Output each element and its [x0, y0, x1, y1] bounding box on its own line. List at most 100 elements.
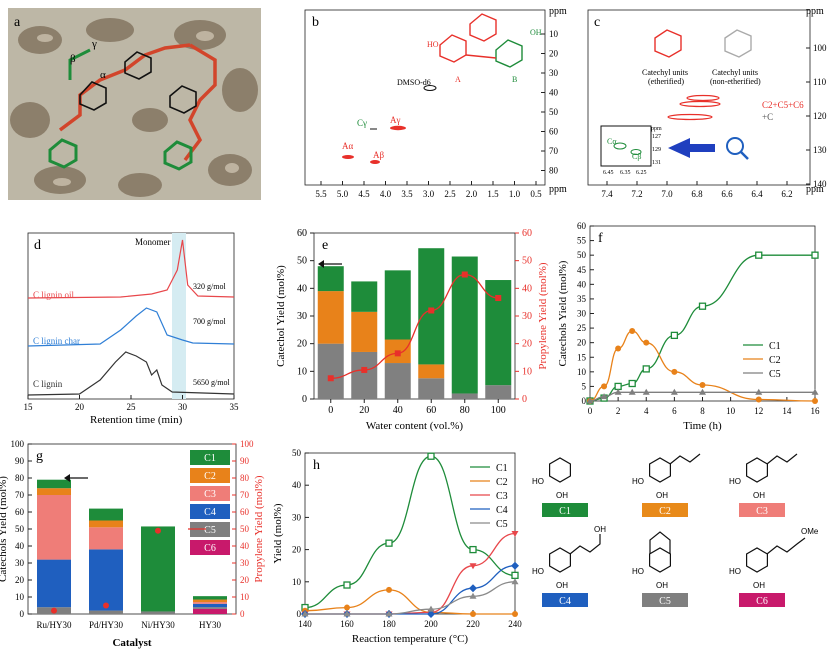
- ho-label: HO: [729, 477, 741, 486]
- non-etherified-label-1: Catechyl units: [712, 68, 758, 77]
- lignin-structure: [48, 43, 217, 171]
- g-ytick-label: 50: [15, 524, 25, 534]
- bar-c1: [141, 526, 175, 612]
- e-y2tick-label: 60: [522, 228, 532, 239]
- bar-c5: [384, 363, 411, 399]
- panel-d-letter: d: [34, 238, 41, 253]
- chroman-ring: [649, 531, 671, 554]
- point-c2: [512, 611, 518, 617]
- ytick-label: 45: [577, 265, 587, 275]
- g-y2tick-label: 70: [240, 490, 250, 500]
- trace-mw: 700 g/mol: [193, 317, 226, 326]
- dmso-label: DMSO-d6: [397, 78, 431, 87]
- panel-c-frame: [587, 9, 811, 186]
- b-xtick-label: 5.5: [315, 189, 327, 199]
- point-c1: [343, 581, 351, 589]
- legend-swatch: [190, 522, 230, 537]
- point-c3: [511, 531, 519, 537]
- inset-xtick-2: 6.35: [620, 170, 631, 176]
- product-structures: HO OH C1 HO OH C2 HO OH C3 HO OH OH C4 HO OH C5 HO OH OMe C…: [532, 453, 819, 607]
- point-c2: [629, 328, 636, 334]
- panel-d-frame: [27, 232, 235, 400]
- xtick-label: 10: [726, 406, 736, 416]
- ab-peak: [370, 160, 380, 164]
- ho-label: HO: [532, 477, 544, 486]
- legend-swatch: [190, 468, 230, 483]
- point-c1: [614, 382, 622, 391]
- d-xtick-label: 30: [178, 402, 188, 412]
- propylene-point: [51, 607, 57, 614]
- etherified-ring: [654, 29, 682, 58]
- xtick-label: 220: [466, 619, 480, 629]
- panel-g-letter: g: [36, 449, 43, 464]
- point-c2: [755, 396, 762, 403]
- d-xtick-label: 20: [75, 402, 85, 412]
- inset-xtick-3: 6.25: [636, 170, 647, 176]
- c-xtick-label: 7.2: [631, 189, 642, 199]
- label-box-c6: [739, 593, 785, 607]
- panel-d-xlabel: Retention time (min): [90, 414, 183, 426]
- g-ytick-label: 90: [15, 456, 25, 466]
- benzene-ring: [745, 547, 769, 573]
- legend-label: C4: [496, 505, 508, 516]
- g-xlabel: Catalyst: [112, 637, 151, 649]
- bar-c2: [89, 520, 123, 528]
- e-ylabel2: Propylene Yield (mol%): [537, 262, 549, 369]
- g-ytick-label: 70: [15, 490, 25, 500]
- e-xtick-label: 40: [393, 405, 403, 416]
- point-c2: [470, 611, 476, 617]
- label-box-c1: [542, 503, 588, 517]
- ytick-label: 20: [577, 338, 587, 348]
- ytick-label: 35: [577, 294, 587, 304]
- bar-c5: [317, 343, 344, 399]
- panel-c-y-ticks: 100 110 120 130 140: [806, 43, 827, 189]
- seed-spots: [37, 31, 239, 186]
- aa-label: Aα: [342, 141, 353, 151]
- xtick-label: 200: [424, 619, 438, 629]
- oh-label: OH: [656, 491, 668, 500]
- xtick-label: 16: [811, 406, 821, 416]
- bar-c2: [317, 291, 344, 344]
- aa-peak: [342, 155, 354, 159]
- b-xtick-label: 4.5: [358, 189, 370, 199]
- ho-label: HO: [632, 477, 644, 486]
- panel-g: g Ru/HY30 Pd/HY30 Ni/HY30 HY30 0 0 10 10 20 20 30 30…: [0, 439, 265, 649]
- c-ytick-label: 100: [813, 43, 827, 53]
- point-c2: [601, 383, 608, 390]
- xlabel: Reaction temperature (°C): [352, 633, 469, 645]
- panel-c-x-ticks: 7.4 7.2 7.0 6.8 6.6 6.4 6.2: [601, 181, 793, 199]
- legend-label: C2: [769, 355, 781, 366]
- g-y2tick-label: 80: [240, 473, 250, 483]
- frame: [589, 225, 816, 402]
- series-line-c2: [304, 589, 515, 615]
- benzene-ring: [648, 457, 672, 483]
- bar-c4: [89, 549, 123, 611]
- inset-peak-a: [613, 142, 627, 150]
- point-c5: [511, 578, 519, 585]
- g-xtick-label: Pd/HY30: [89, 620, 124, 630]
- non-etherified-ring: [724, 29, 752, 58]
- b-xtick-label: 2.0: [466, 189, 478, 199]
- b-xtick-label: 1.5: [487, 189, 499, 199]
- b-ytick-label: 10: [549, 29, 559, 39]
- xtick-label: 2: [616, 406, 621, 416]
- bar-c6: [193, 608, 227, 614]
- propanol-chain: [569, 534, 601, 555]
- propylene-point: [461, 271, 468, 278]
- e-y2tick-label: 40: [522, 283, 532, 294]
- label-c5: C5: [659, 596, 671, 607]
- bar-c1: [384, 270, 411, 340]
- oh-label: OH: [656, 581, 668, 590]
- panel-e-frame: [313, 232, 516, 400]
- bar-c5: [418, 378, 445, 399]
- ytick-label: 50: [577, 250, 587, 260]
- g-ylabel2: Propylene Yield (mol%): [253, 475, 265, 582]
- bar-c1: [89, 508, 123, 521]
- point-c2: [344, 604, 350, 611]
- point-c2: [643, 339, 650, 346]
- bar-c2: [37, 488, 71, 495]
- panel-c-unit-x: ppm: [806, 184, 824, 195]
- b-ytick-label: 70: [549, 146, 559, 156]
- e-ytick-label: 0: [302, 394, 307, 405]
- b-xtick-label: 5.0: [337, 189, 349, 199]
